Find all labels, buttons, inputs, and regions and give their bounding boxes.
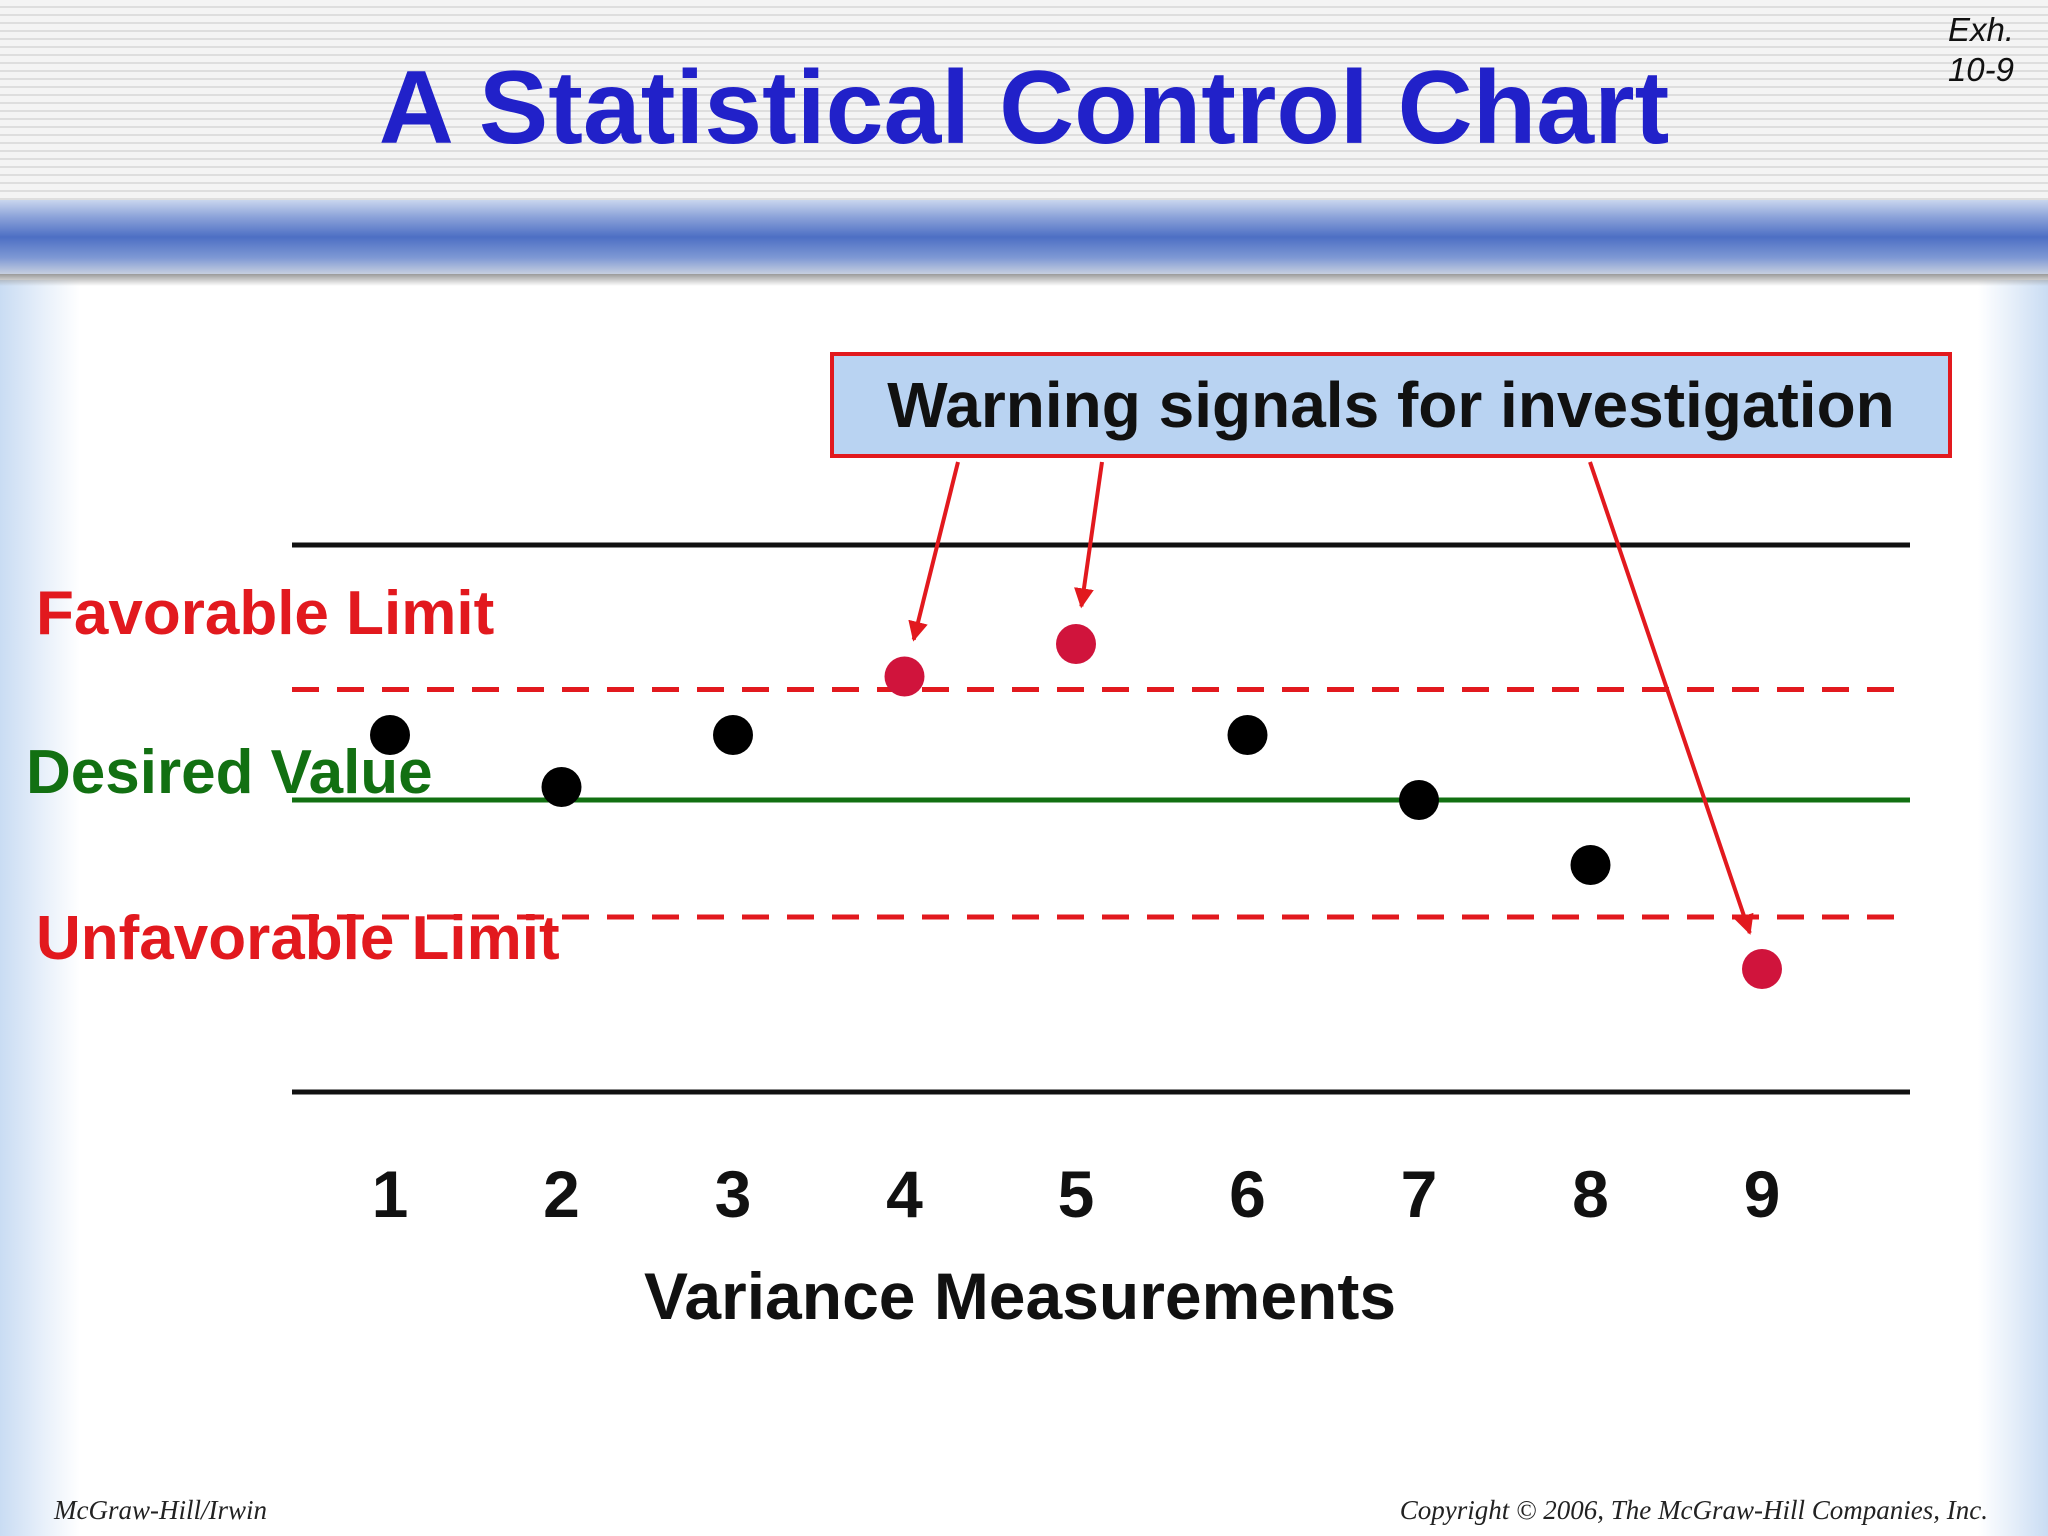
x-tick-label-1: 1 xyxy=(372,1157,409,1231)
favorable-limit-label: Favorable Limit xyxy=(36,579,495,648)
exhibit-line-2: 10-9 xyxy=(1947,51,2014,88)
x-tick-labels: 1 2 3 4 5 6 7 8 9 xyxy=(372,1157,1781,1231)
exhibit-number: Exh. 10-9 xyxy=(1894,10,2014,90)
x-tick-label-7: 7 xyxy=(1401,1157,1438,1231)
copyright-footer: Copyright © 2006, The McGraw-Hill Compan… xyxy=(1399,1495,1988,1525)
desired-value-label: Desired Value xyxy=(26,738,433,807)
data-point-7 xyxy=(1399,780,1439,820)
x-tick-label-2: 2 xyxy=(543,1157,580,1231)
data-point-8 xyxy=(1570,845,1611,885)
x-tick-label-4: 4 xyxy=(886,1157,923,1231)
reference-lines xyxy=(292,687,1910,920)
x-tick-label-3: 3 xyxy=(715,1157,752,1231)
right-background-glow xyxy=(1978,280,2048,1536)
warning-callout: Warning signals for investigation xyxy=(830,352,1952,458)
data-point-2 xyxy=(541,767,582,807)
x-tick-label-8: 8 xyxy=(1572,1157,1609,1231)
data-point-3 xyxy=(713,715,753,755)
unfavorable-limit-label: Unfavorable Limit xyxy=(36,904,560,973)
title-bar-shadow xyxy=(0,274,2048,286)
warning-arrow-4 xyxy=(908,461,960,642)
data-point-9 xyxy=(1742,949,1782,989)
left-background-glow xyxy=(0,280,80,1536)
x-tick-label-9: 9 xyxy=(1744,1157,1781,1231)
data-point-4 xyxy=(884,656,925,697)
warning-arrow-5 xyxy=(1074,461,1104,609)
x-axis-label: Variance Measurements xyxy=(643,1259,1397,1333)
title-band xyxy=(0,0,2048,200)
slide-title: A Statistical Control Chart xyxy=(378,50,1670,166)
title-underline-bar xyxy=(0,200,2048,274)
warning-arrows xyxy=(908,461,1754,935)
publisher-footer: McGraw-Hill/Irwin xyxy=(54,1495,267,1525)
data-point-1 xyxy=(370,715,410,755)
data-points xyxy=(370,624,1782,989)
data-point-5 xyxy=(1056,624,1096,664)
warning-arrow-9 xyxy=(1588,461,1754,935)
x-tick-label-5: 5 xyxy=(1058,1157,1095,1231)
x-tick-label-6: 6 xyxy=(1229,1157,1266,1231)
exhibit-line-1: Exh. xyxy=(1947,11,2014,48)
data-point-6 xyxy=(1227,715,1268,755)
